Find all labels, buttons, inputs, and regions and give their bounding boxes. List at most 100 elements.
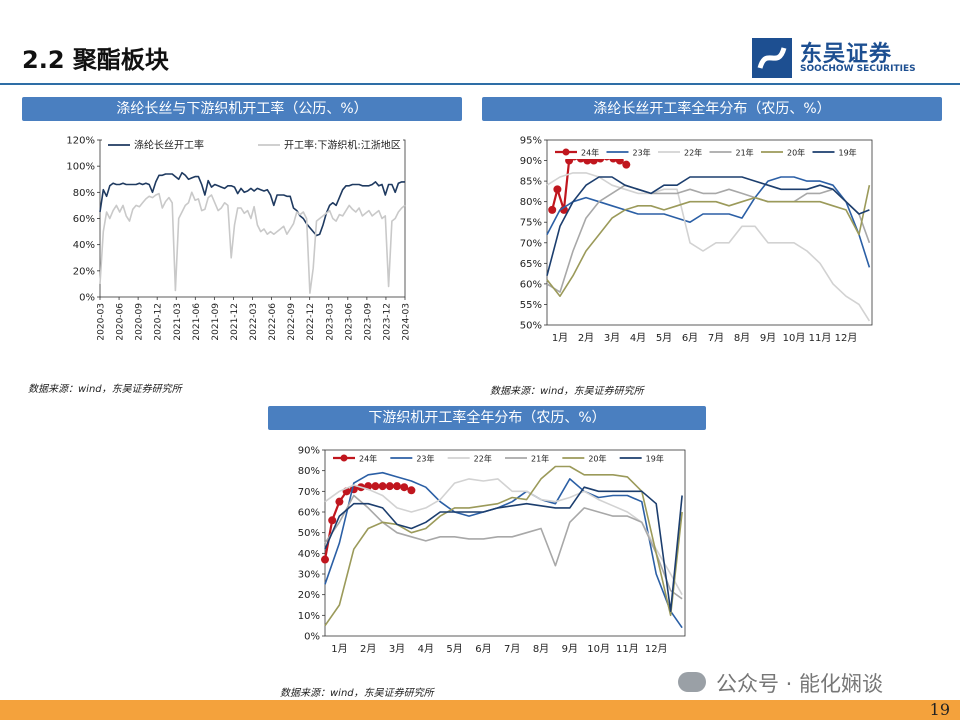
c2-legend-label: 22年 bbox=[684, 148, 702, 158]
chart2-banner: 涤纶长丝开工率全年分布（农历、%） bbox=[482, 97, 942, 121]
c1-plot-frame bbox=[99, 139, 406, 298]
c3-xtick-label: 9月 bbox=[562, 643, 578, 655]
c1-ytick-label: 40% bbox=[73, 240, 95, 251]
c3-ytick-label: 90% bbox=[298, 446, 320, 457]
c1-xtick-label: 2020-06 bbox=[116, 303, 126, 341]
c1-xtick-label: 2022-06 bbox=[268, 303, 278, 341]
c1-series-0-line bbox=[99, 171, 405, 237]
c2-ytick-label: 90% bbox=[520, 156, 542, 167]
c2-series-0-point bbox=[548, 205, 557, 214]
footer-bar bbox=[0, 700, 960, 720]
c2-xtick-label: 9月 bbox=[760, 332, 776, 344]
c3-xtick-label: 11月 bbox=[616, 643, 639, 655]
c3-ytick-label: 40% bbox=[298, 549, 320, 560]
c3-plot-frame bbox=[324, 449, 686, 637]
c2-series-4-line bbox=[546, 185, 871, 297]
c1-ytick-label: 0% bbox=[79, 293, 95, 304]
c1-xtick-label: 2023-06 bbox=[344, 303, 354, 341]
c2-series-3-line bbox=[546, 184, 871, 293]
c1-ytick-label: 20% bbox=[73, 266, 95, 277]
c1-legend-bg bbox=[102, 138, 403, 152]
logo-mark-icon bbox=[752, 38, 792, 78]
c2-ytick-label: 65% bbox=[520, 259, 542, 270]
page-number: 19 bbox=[929, 700, 950, 719]
c2-xtick-label: 7月 bbox=[708, 332, 724, 344]
c1-xtick-label: 2020-12 bbox=[154, 303, 164, 341]
c2-legend-label: 19年 bbox=[839, 148, 857, 158]
c3-xtick-label: 6月 bbox=[475, 643, 491, 655]
c3-series-0-point bbox=[400, 483, 409, 492]
c2-legend-label: 23年 bbox=[633, 148, 651, 158]
c2-series-1-line bbox=[546, 176, 871, 268]
c1-xtick-label: 2022-09 bbox=[287, 303, 297, 341]
c3-xtick-label: 2月 bbox=[360, 643, 376, 655]
c2-series-0-point bbox=[622, 160, 631, 169]
c3-xtick-label: 12月 bbox=[645, 643, 668, 655]
chart1-source: 数据来源：wind，东吴证券研究所 bbox=[28, 384, 182, 395]
c2-ytick-label: 80% bbox=[520, 197, 542, 208]
c1-xtick-label: 2021-06 bbox=[192, 303, 202, 341]
c1-xtick-label: 2023-12 bbox=[382, 303, 392, 341]
c1-legend-label: 开工率:下游织机:江浙地区 bbox=[284, 139, 401, 152]
chart1-plot: 0% 20% 40% 60% 80% 100% 120% 2020-03 2020-06 2020… bbox=[66, 136, 412, 341]
c2-xtick-label: 2月 bbox=[578, 332, 594, 344]
c2-series-0-point bbox=[553, 185, 562, 194]
watermark-text: 公众号 · 能化娴谈 bbox=[716, 672, 884, 696]
c2-xtick-label: 3月 bbox=[604, 332, 620, 344]
c3-ytick-label: 70% bbox=[298, 487, 320, 498]
chart3-source: 数据来源：wind，东吴证券研究所 bbox=[280, 688, 434, 699]
c2-series-2-line bbox=[546, 172, 871, 322]
chart2-source: 数据来源：wind，东吴证券研究所 bbox=[490, 386, 644, 397]
c3-ytick-label: 0% bbox=[304, 632, 320, 643]
c2-xtick-label: 4月 bbox=[630, 332, 646, 344]
wechat-icon bbox=[678, 672, 706, 692]
c1-xtick-label: 2020-09 bbox=[135, 303, 145, 341]
chart1-banner: 涤纶长丝与下游织机开工率（公历、%） bbox=[22, 97, 462, 121]
c1-ytick-label: 60% bbox=[73, 214, 95, 225]
page-title: 2.2 聚酯板块 bbox=[22, 46, 169, 74]
c3-legend-label: 23年 bbox=[416, 454, 434, 464]
c2-legend-label: 24年 bbox=[581, 148, 599, 158]
c3-xtick-label: 7月 bbox=[504, 643, 520, 655]
c3-series-5-line bbox=[324, 486, 683, 612]
c3-series-3-line bbox=[324, 494, 683, 600]
chart3-banner: 下游织机开工率全年分布（农历、%） bbox=[268, 406, 706, 430]
c2-ytick-label: 50% bbox=[520, 321, 542, 332]
c3-xtick-label: 8月 bbox=[533, 643, 549, 655]
c3-series-1-line bbox=[324, 471, 683, 629]
c1-xtick-label: 2020-03 bbox=[97, 303, 107, 341]
c2-plot-frame bbox=[546, 139, 873, 326]
c3-ytick-label: 80% bbox=[298, 466, 320, 477]
c2-legend-label: 20年 bbox=[787, 148, 805, 158]
c3-series-0-point bbox=[393, 482, 401, 491]
c1-xtick-label: 2021-03 bbox=[173, 303, 183, 341]
c2-ytick-label: 85% bbox=[520, 177, 542, 188]
c1-xtick-label: 2023-03 bbox=[325, 303, 335, 341]
logo-text-en: SOOCHOW SECURITIES bbox=[800, 64, 916, 74]
c1-xtick-label: 2021-09 bbox=[211, 303, 221, 341]
c1-xtick-label: 2024-03 bbox=[402, 303, 412, 341]
c1-xtick-label: 2022-03 bbox=[249, 303, 259, 341]
c2-xtick-label: 10月 bbox=[783, 332, 806, 344]
c3-ytick-label: 50% bbox=[298, 528, 320, 539]
c3-series-4-line bbox=[324, 465, 683, 627]
c3-legend-label: 20年 bbox=[588, 454, 606, 464]
c1-xtick-label: 2021-12 bbox=[230, 303, 240, 341]
c3-legend-label: 24年 bbox=[359, 454, 377, 464]
c3-legend-label: 19年 bbox=[646, 454, 664, 464]
chart3-plot: 0% 10% 20% 30% 40% 50% 60% 70% 80% 90% 1月 2月 3月 4月 5月 6… bbox=[298, 446, 686, 655]
c3-series-0-point bbox=[335, 497, 344, 506]
c3-xtick-label: 1月 bbox=[331, 643, 347, 655]
chart2-plot: 50% 55% 60% 65% 70% 75% 80% 85% 90% 95% 1月 2月 3月 4月 5月… bbox=[520, 136, 873, 344]
c3-ytick-label: 60% bbox=[298, 508, 320, 519]
c3-legend-marker bbox=[340, 454, 348, 462]
c2-ytick-label: 95% bbox=[520, 136, 542, 147]
c2-series-5-line bbox=[546, 176, 870, 276]
c2-xtick-label: 12月 bbox=[835, 332, 858, 344]
c2-xtick-label: 1月 bbox=[552, 332, 568, 344]
c3-series-0-point bbox=[385, 482, 394, 491]
c3-series-0-point bbox=[378, 482, 387, 491]
c1-ytick-label: 80% bbox=[73, 188, 95, 199]
c3-xtick-label: 10月 bbox=[587, 643, 610, 655]
c1-ytick-label: 100% bbox=[66, 162, 95, 173]
